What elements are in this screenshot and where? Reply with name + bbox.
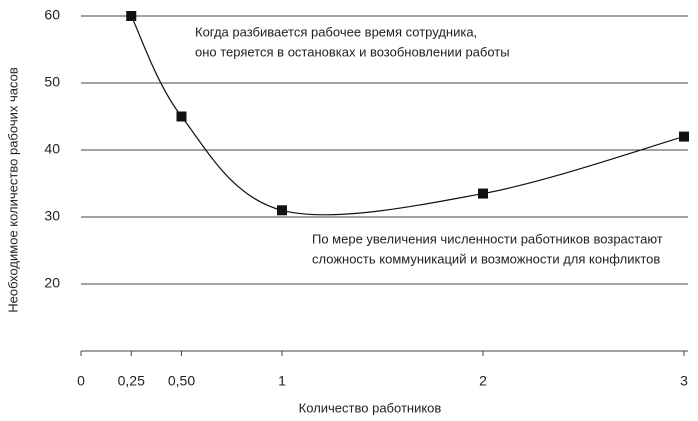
x-axis-label: Количество работников xyxy=(299,400,442,415)
x-tick-label: 1 xyxy=(278,373,286,389)
annotation: Когда разбивается рабочее время сотрудни… xyxy=(195,24,477,39)
data-point xyxy=(176,111,187,122)
x-tick-label: 0 xyxy=(77,373,85,389)
annotation: сложность коммуникаций и возможности для… xyxy=(312,251,660,266)
y-tick-label: 20 xyxy=(44,275,60,291)
data-point xyxy=(478,188,488,199)
y-tick-label: 60 xyxy=(44,7,60,23)
y-tick-label: 40 xyxy=(44,141,60,157)
annotation: оно теряется в остановках и возобновлени… xyxy=(195,44,510,59)
annotation: По мере увеличения численности работнико… xyxy=(312,231,663,246)
y-axis-label: Необходимое количество рабочих часов xyxy=(5,67,20,313)
y-tick-label: 30 xyxy=(44,208,60,224)
data-line xyxy=(130,15,685,216)
y-tick-label: 50 xyxy=(44,74,60,90)
data-point xyxy=(126,11,137,21)
x-tick-label: 0,25 xyxy=(118,373,145,389)
x-tick-label: 2 xyxy=(479,373,487,389)
x-tick-label: 3 xyxy=(680,373,688,389)
data-point xyxy=(277,205,287,216)
x-tick-label: 0,50 xyxy=(168,373,195,389)
data-point xyxy=(679,131,689,142)
